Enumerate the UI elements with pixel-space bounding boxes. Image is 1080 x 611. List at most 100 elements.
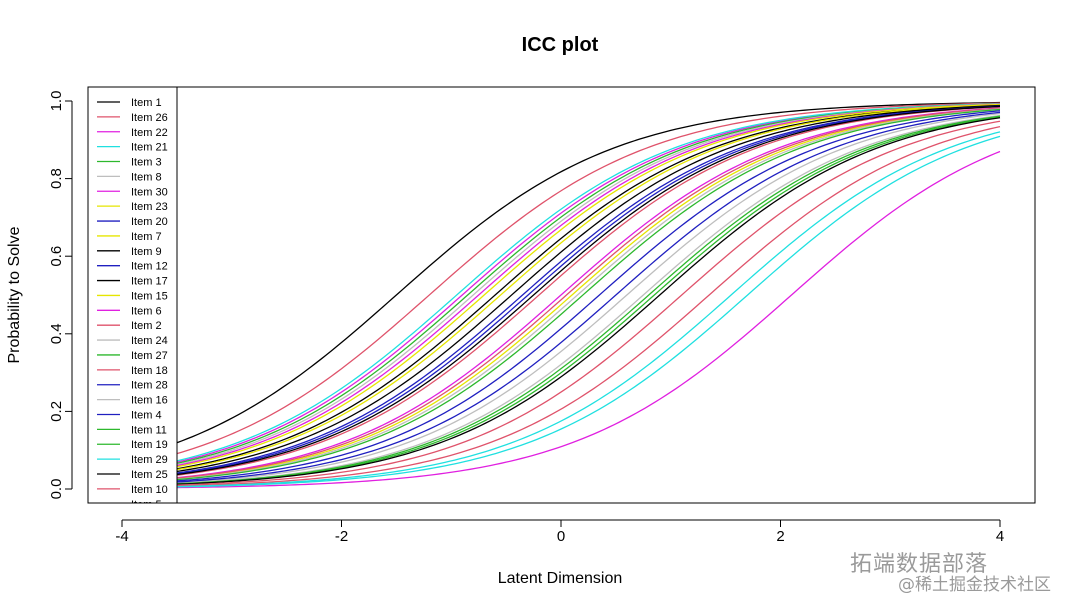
legend-label: Item 3 (131, 157, 162, 169)
icc-curve-item-17 (176, 105, 1001, 476)
icc-curve-item-6 (176, 107, 1001, 479)
icc-curve-item-12 (176, 105, 1001, 475)
legend-label: Item 28 (131, 380, 168, 392)
y-axis-label: Probability to Solve (6, 226, 23, 363)
x-tick-label: -4 (115, 528, 128, 545)
icc-curve-item-26 (176, 102, 1001, 455)
icc-curve-extra-3 (176, 106, 1001, 476)
icc-curve-item-18 (176, 125, 1001, 487)
icc-curve-item-1 (176, 101, 1001, 444)
y-tick-label: 0.8 (48, 168, 65, 189)
legend-label: Item 12 (131, 261, 168, 273)
legend-entry: Item 2 (97, 320, 162, 332)
legend-entry: Item 16 (97, 395, 168, 407)
legend-entry: Item 4 (97, 409, 162, 421)
legend-entry: Item 9 (97, 246, 162, 258)
axes-layer: -4 -2 0 2 4 0.0 0.2 0.4 0.6 0.8 1.0 (48, 91, 1004, 545)
legend-label: Item 7 (131, 231, 162, 243)
legend-label: Item 6 (131, 305, 162, 317)
legend-entry: Item 3 (97, 157, 162, 169)
icc-curve-item-19 (176, 116, 1001, 485)
legend-label: Item 25 (131, 469, 168, 481)
legend-entry: Item 21 (97, 142, 168, 154)
legend-label: Item 17 (131, 276, 168, 288)
legend-entry: Item 20 (97, 216, 168, 228)
legend-label: Item 23 (131, 201, 168, 213)
icc-curve-item-7 (176, 104, 1001, 471)
legend-label: Item 10 (131, 484, 168, 496)
legend-entry: Item 23 (97, 201, 168, 213)
icc-curve-item-5 (176, 135, 1001, 488)
y-tick-label: 0.4 (48, 323, 65, 344)
x-tick-label: 2 (776, 528, 784, 545)
legend-label: Item 15 (131, 290, 168, 302)
icc-curve-item-16 (176, 114, 1001, 485)
icc-curve-item-29 (176, 131, 1001, 488)
legend-label: Item 2 (131, 320, 162, 332)
legend-entry: Item 25 (97, 469, 168, 481)
legend-label: Item 18 (131, 365, 168, 377)
legend-label: Item 22 (131, 127, 168, 139)
legend-entry: Item 24 (97, 335, 168, 347)
watermark-line-2: @稀土掘金技术社区 (898, 575, 1051, 595)
legend-entry: Item 27 (97, 350, 168, 362)
legend-label: Item 30 (131, 186, 168, 198)
chart-title: ICC plot (522, 34, 599, 56)
icc-curve-item-28 (176, 111, 1001, 483)
legend-label: Item 19 (131, 439, 168, 451)
legend-label: Item 8 (131, 171, 162, 183)
icc-curve-item-24 (176, 108, 1001, 480)
y-tick-label: 0.0 (48, 479, 65, 500)
legend-entry: Item 8 (97, 171, 162, 183)
legend-entry: Item 6 (97, 305, 162, 317)
y-tick-label: 1.0 (48, 91, 65, 112)
legend-label: Item 4 (131, 409, 162, 421)
legend-label: Item 1 (131, 97, 162, 109)
icc-curve-item-9 (176, 104, 1001, 473)
icc-curve-item-10 (176, 120, 1001, 486)
x-tick-label: 4 (996, 528, 1004, 545)
y-tick-label: 0.6 (48, 246, 65, 267)
icc-curve-extra-4 (176, 112, 1001, 484)
legend-entry: Item 29 (97, 454, 168, 466)
legend-entry: Item 1 (97, 97, 162, 109)
icc-curve-item-25 (176, 117, 1001, 485)
legend-entry: Item 5 (131, 499, 162, 511)
legend-entry: Item 28 (97, 380, 168, 392)
icc-curve-item-21 (176, 103, 1001, 462)
legend: Item 1 Item 26 Item 22 Item 21 Item 3 Item 8 I… (87, 86, 178, 511)
icc-curve-item-2 (176, 107, 1001, 479)
icc-curve-extra-1 (176, 150, 1001, 489)
legend-entry: Item 12 (97, 261, 168, 273)
legend-entry: Item 7 (97, 231, 162, 243)
icc-curve-item-20 (176, 105, 1001, 474)
icc-curve-item-27 (176, 108, 1001, 481)
legend-label: Item 20 (131, 216, 168, 228)
x-tick-label: 0 (557, 528, 565, 545)
legend-label: Item 24 (131, 335, 168, 347)
legend-label: Item 5 (131, 499, 162, 511)
legend-label: Item 9 (131, 246, 162, 258)
legend-entry: Item 26 (97, 112, 168, 124)
legend-label: Item 11 (131, 424, 167, 436)
curves-layer (176, 101, 1001, 489)
legend-label: Item 21 (131, 142, 168, 154)
legend-entry: Item 17 (97, 276, 168, 288)
icc-curve-item-4 (176, 110, 1001, 482)
icc-curve-item-15 (176, 108, 1001, 480)
legend-entry: Item 30 (97, 186, 168, 198)
legend-label: Item 29 (131, 454, 168, 466)
x-tick-label: -2 (335, 528, 348, 545)
legend-entry: Item 11 (97, 424, 167, 436)
legend-entry: Item 19 (97, 439, 168, 451)
icc-curve-item-11 (176, 115, 1001, 485)
legend-entry: Item 10 (97, 484, 168, 496)
legend-entry: Item 18 (97, 365, 168, 377)
legend-label: Item 16 (131, 395, 168, 407)
icc-curve-item-23 (176, 103, 1001, 468)
legend-entry: Item 22 (97, 127, 168, 139)
legend-label: Item 27 (131, 350, 168, 362)
watermark-line-1: 拓端数据部落 (850, 552, 989, 577)
x-axis-label: Latent Dimension (498, 570, 623, 587)
